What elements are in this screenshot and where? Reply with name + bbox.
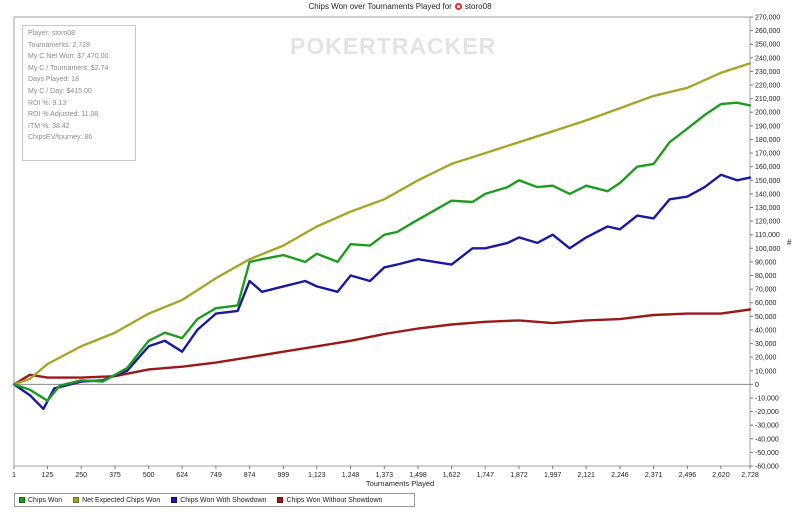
pokerstars-logo-icon (454, 3, 462, 10)
y-tick-label: -50,000 (755, 450, 779, 457)
legend-item: Net Expected Chips Won (73, 497, 160, 504)
legend-swatch (277, 497, 284, 503)
chart-title-prefix: Chips Won over Tournaments Played for (308, 2, 452, 11)
y-tick-label: 130,000 (755, 205, 780, 212)
series-line-0 (12, 101, 752, 402)
series-line-1 (12, 62, 752, 386)
x-tick-label: 999 (278, 472, 290, 479)
y-tick-label: 30,000 (755, 341, 777, 348)
y-axis-label: # (787, 238, 792, 247)
x-tick-label: 1,373 (376, 472, 394, 479)
stats-line: My C / Day: $415.00 (28, 87, 92, 95)
stats-line: My C / Tournament: $2.74 (28, 64, 109, 72)
stats-line: ChipsEV/tourney: 86 (28, 134, 93, 142)
y-tick-label: 40,000 (755, 327, 777, 334)
y-tick-label: 70,000 (755, 287, 777, 294)
x-tick-label: 250 (75, 472, 87, 479)
y-tick-label: -60,000 (755, 464, 779, 471)
x-tick-label: 1,622 (443, 472, 461, 479)
x-tick-label: 624 (176, 472, 188, 479)
y-tick-label: 150,000 (755, 178, 780, 185)
y-tick-label: 140,000 (755, 191, 780, 198)
y-axis: 270,000 260,000 250,000 240,000 230,000 220,0… (750, 15, 780, 471)
y-tick-label: -10,000 (755, 395, 779, 402)
y-tick-label: 20,000 (755, 355, 777, 362)
stats-line: Player: storo08 (28, 30, 76, 37)
x-tick-label: 2,121 (577, 472, 595, 479)
y-tick-label: -40,000 (755, 436, 779, 443)
y-tick-label: 60,000 (755, 300, 777, 307)
x-tick-label: 2,728 (741, 472, 759, 479)
stats-line: Tournaments: 2,728 (28, 41, 90, 49)
x-tick-label: 1,747 (476, 472, 494, 479)
x-tick-label: 749 (210, 472, 222, 479)
y-tick-label: 180,000 (755, 137, 780, 144)
series-line-3 (12, 308, 752, 386)
y-tick-label: 230,000 (755, 69, 780, 76)
x-tick-label: 500 (143, 472, 155, 479)
legend-swatch (171, 497, 178, 503)
series-layer (12, 62, 752, 411)
y-tick-label: 50,000 (755, 314, 777, 321)
y-tick-label: 240,000 (755, 55, 780, 62)
x-tick-label: 1 (12, 472, 16, 479)
x-tick-label: 2,620 (712, 472, 730, 479)
stats-line: ROI % Adjusted: 11.08 (28, 111, 99, 119)
x-tick-label: 125 (42, 472, 54, 479)
y-tick-label: 10,000 (755, 368, 777, 375)
x-tick-label: 375 (109, 472, 121, 479)
y-tick-label: 110,000 (755, 232, 780, 239)
y-tick-label: 210,000 (755, 96, 780, 103)
y-tick-label: 90,000 (755, 259, 777, 266)
x-tick-label: 1,997 (544, 472, 562, 479)
stats-line: ITM %: 38.42 (28, 122, 70, 130)
y-tick-label: 80,000 (755, 273, 777, 280)
stats-line: My C Net Won: $7,470.00 (28, 53, 109, 61)
plot-frame (13, 16, 751, 467)
legend-item: Chips Won (19, 497, 62, 504)
stats-line: Days Played: 18 (28, 76, 79, 84)
y-tick-label: 260,000 (755, 28, 780, 35)
plot-area (13, 16, 751, 467)
x-tick-label: 1,872 (510, 472, 528, 479)
y-tick-label: 0 (755, 382, 759, 389)
y-tick-label: 170,000 (755, 151, 780, 158)
x-tick-label: 2,496 (679, 472, 697, 479)
y-tick-label: 200,000 (755, 110, 780, 117)
y-tick-label: -30,000 (755, 423, 779, 430)
y-tick-label: 120,000 (755, 219, 780, 226)
legend-label: Chips Won Without Showdown (286, 496, 383, 504)
x-axis-label: Tournaments Played (365, 479, 435, 488)
chart-title: Chips Won over Tournaments Played for st… (0, 2, 800, 11)
legend-item: Chips Won Without Showdown (277, 497, 382, 504)
y-tick-label: 160,000 (755, 164, 780, 171)
legend-label: Net Expected Chips Won (82, 496, 161, 504)
x-tick-label: 2,246 (611, 472, 629, 479)
y-tick-label: 190,000 (755, 123, 780, 130)
stats-line: ROI %: 9.13 (28, 99, 67, 107)
x-tick-label: 874 (244, 472, 256, 479)
legend-swatch (73, 497, 80, 503)
y-tick-label: -20,000 (755, 409, 779, 416)
y-tick-label: 100,000 (755, 246, 780, 253)
x-tick-label: 2,371 (645, 472, 663, 479)
stats-panel: Player: storo08 Tournaments: 2,728 My C Ne… (22, 25, 136, 161)
pokertracker-watermark: POKERTRACKER (290, 33, 497, 59)
x-axis: 1 125 250 375 500 624 749 874 999 1,123 1,248 1,373… (12, 466, 759, 479)
x-tick-label: 1,248 (342, 472, 360, 479)
x-tick-label: 1,498 (409, 472, 427, 479)
chart-title-player: storo08 (464, 2, 492, 11)
legend: Chips Won Net Expected Chips Won Chips Won… (14, 493, 415, 507)
y-tick-label: 270,000 (755, 15, 780, 22)
y-tick-label: 220,000 (755, 83, 780, 90)
series-line-2 (12, 173, 752, 411)
x-tick-label: 1,123 (308, 472, 326, 479)
legend-item: Chips Won With Showdown (171, 497, 266, 504)
legend-label: Chips Won (28, 496, 63, 504)
legend-label: Chips Won With Showdown (180, 496, 267, 504)
legend-swatch (19, 497, 25, 503)
y-tick-label: 250,000 (755, 42, 780, 49)
